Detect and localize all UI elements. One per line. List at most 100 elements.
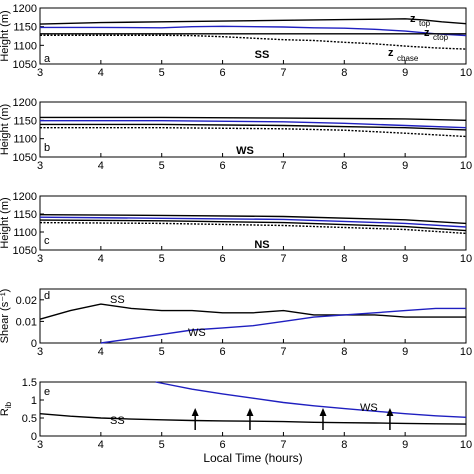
series-line-z_cbase: [39, 219, 467, 232]
y-tick-label: 0.02: [16, 295, 37, 307]
series-label: z: [410, 13, 416, 25]
y-tick-label: 1200: [13, 3, 37, 15]
y-tick-label: 1.5: [22, 377, 37, 389]
y-tick-label: 1100: [13, 227, 37, 239]
panel-letter: a: [44, 53, 51, 65]
x-tick-label: 3: [37, 346, 43, 358]
x-tick-label: 5: [159, 439, 165, 451]
series-line-z_ctop: [40, 25, 467, 37]
y-tick-label: 1050: [13, 59, 37, 71]
series-label: ctop: [433, 33, 449, 42]
series-label: SS: [110, 415, 125, 427]
panel-d: 3 4 5 6 7 8 9 10 0 0.01 0.02 Shear (s⁻¹) d SS WS: [0, 288, 472, 358]
y-tick-label: 1100: [13, 40, 37, 52]
y-tick-label: 1150: [13, 22, 37, 34]
arrow-head: [246, 408, 254, 416]
y-tick-label: 0.5: [22, 413, 37, 425]
series-line-z_base: [39, 221, 467, 235]
x-tick-label: 4: [98, 346, 104, 358]
plot-frame: [39, 381, 467, 437]
panel-letter: c: [44, 235, 50, 247]
arrow-head: [191, 408, 199, 416]
x-axis-label: Local Time (hours): [203, 451, 302, 465]
x-tick-label: 8: [341, 439, 347, 451]
x-tick-label: 4: [98, 160, 104, 172]
y-tick-label: 1100: [13, 134, 37, 146]
plot-frame: [39, 288, 467, 344]
series-line-ss: [39, 303, 466, 320]
x-tick-label: 6: [220, 346, 226, 358]
x-tick-label: 7: [280, 160, 286, 172]
panel-letter: b: [44, 142, 50, 154]
series-line-z_ctop: [40, 119, 467, 129]
x-tick-label: 8: [341, 253, 347, 265]
x-tick-label: 9: [402, 160, 408, 172]
x-tick-label: 9: [402, 67, 408, 79]
x-tick-label: 4: [98, 439, 104, 451]
case-annotation: NS: [254, 239, 269, 251]
y-axis-label: Height (m): [0, 104, 11, 155]
y-axis-label: Shear (s⁻¹): [0, 289, 11, 344]
series-line-z_base: [40, 126, 467, 138]
x-tick-label: 10: [460, 253, 472, 265]
x-tick-label: 10: [460, 346, 472, 358]
series-line-z_base: [40, 34, 467, 50]
y-tick-label: 1200: [13, 191, 37, 203]
case-annotation: WS: [236, 145, 254, 157]
series-label: top: [419, 19, 431, 28]
y-tick-label: 1: [31, 395, 37, 407]
y-axis-label-main: R: [0, 408, 11, 416]
x-tick-label: 3: [37, 160, 43, 172]
y-tick-label: 1150: [13, 115, 37, 127]
arrow-head: [386, 408, 394, 416]
x-tick-label: 5: [159, 160, 165, 172]
panel-letter: d: [44, 290, 50, 302]
series-label: cbase: [397, 54, 419, 63]
series-line-z_top: [39, 214, 467, 225]
panel-letter: e: [44, 386, 50, 398]
x-tick-label: 4: [98, 253, 104, 265]
series-line-ws: [155, 381, 467, 418]
y-tick-label: 0: [31, 431, 37, 443]
x-tick-label: 3: [37, 253, 43, 265]
series-label: WS: [188, 327, 206, 339]
y-tick-label: 1200: [13, 97, 37, 109]
x-tick-label: 6: [220, 67, 226, 79]
x-tick-label: 6: [220, 253, 226, 265]
y-axis-label: Height (m): [0, 10, 11, 61]
series-label: WS: [360, 402, 378, 414]
series-line-z_cbase: [40, 123, 467, 131]
x-tick-label: 7: [280, 346, 286, 358]
x-tick-label: 4: [98, 67, 104, 79]
series-line-ss: [39, 413, 467, 425]
y-tick-label: 1050: [13, 152, 37, 164]
series-line-z_top: [40, 116, 467, 121]
x-tick-label: 9: [402, 253, 408, 265]
x-tick-label: 10: [460, 439, 472, 451]
x-tick-label: 3: [37, 67, 43, 79]
x-tick-label: 8: [341, 160, 347, 172]
series-line-z_top: [39, 18, 467, 25]
x-tick-label: 6: [220, 160, 226, 172]
y-axis-label: Rib: [0, 401, 13, 416]
x-tick-label: 6: [220, 439, 226, 451]
x-tick-label: 7: [280, 439, 286, 451]
x-tick-label: 8: [341, 67, 347, 79]
series-label: z: [388, 47, 394, 59]
y-axis-label: Height (m): [0, 197, 11, 248]
y-tick-label: 0: [31, 338, 37, 350]
x-tick-label: 10: [460, 160, 472, 172]
panel-e: 3 4 5 6 7 8 9 10 0 0.5 1 1.5 Rib e WS SS Local Time (hou…: [0, 377, 472, 465]
x-tick-label: 9: [402, 346, 408, 358]
x-tick-label: 7: [280, 67, 286, 79]
series-line-z_ctop: [39, 216, 467, 228]
x-tick-label: 5: [159, 346, 165, 358]
y-tick-label: 0.01: [16, 316, 37, 328]
y-axis-label-sub: ib: [4, 401, 13, 408]
series-line-ws: [100, 307, 466, 344]
arrow-head: [319, 408, 327, 416]
